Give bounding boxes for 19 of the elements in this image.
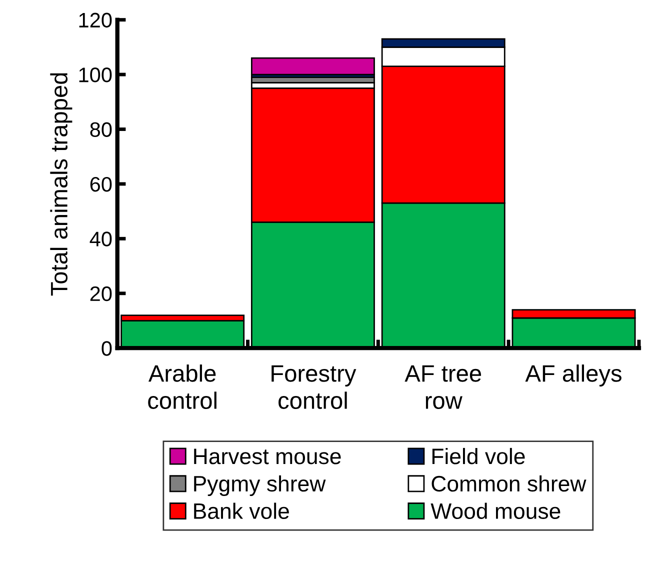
x-tick-label: Arable control xyxy=(148,364,216,409)
x-tick-label: AF tree row xyxy=(404,365,482,409)
legend-label: Field vole xyxy=(432,448,525,464)
legend-label: Bank vole xyxy=(194,502,289,520)
y-axis-title: Total animals trapped xyxy=(50,73,72,296)
bar xyxy=(250,57,375,76)
x-tick-label: Forestry control xyxy=(272,365,356,409)
x-tick-label: AF alleys xyxy=(525,364,622,387)
y-tick-label: 0 xyxy=(102,341,112,356)
legend-label: Wood mouse xyxy=(430,502,560,520)
y-tick-label: 60 xyxy=(90,176,112,192)
legend-label: Harvest mouse xyxy=(194,448,341,464)
y-tick-label: 20 xyxy=(90,286,112,302)
legend-label: Pygmy shrew xyxy=(194,475,326,496)
y-tick-label: 40 xyxy=(90,232,112,246)
y-tick-label: 100 xyxy=(79,68,112,82)
legend-label: Common shrew xyxy=(432,475,586,492)
y-tick-label: 120 xyxy=(79,12,112,28)
y-tick-label: 80 xyxy=(90,122,112,137)
